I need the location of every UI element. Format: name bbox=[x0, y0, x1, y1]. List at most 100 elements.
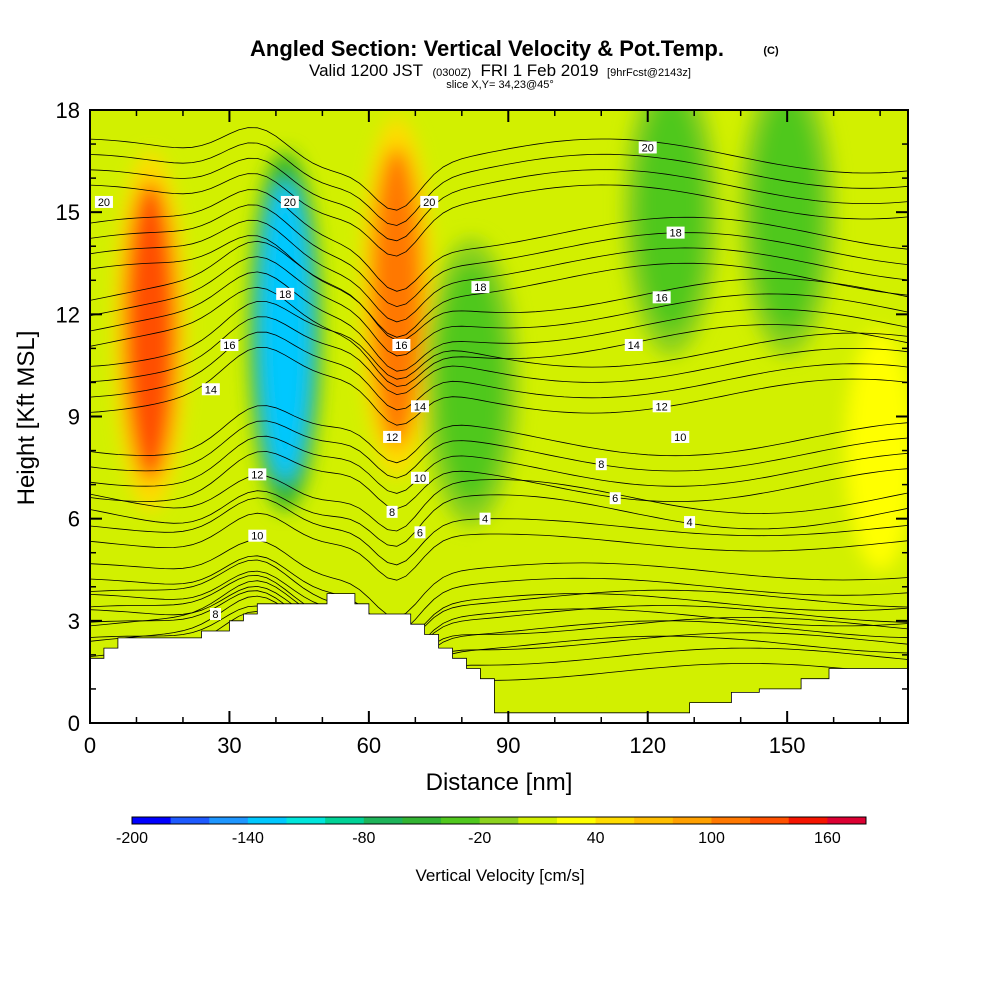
colorbar-tick-label-5: 100 bbox=[698, 830, 725, 847]
pot-temp-isoline-6-2 bbox=[90, 574, 908, 664]
contour-label-bg-22 bbox=[414, 526, 426, 539]
contour-label-bg-0 bbox=[94, 195, 113, 208]
contour-label-bg-9 bbox=[652, 291, 671, 304]
colorbar-tick-label-2: -80 bbox=[352, 830, 375, 847]
velocity-field-layer bbox=[90, 110, 908, 723]
colorbar-swatch-1 bbox=[170, 817, 210, 824]
colorbar-swatch-9 bbox=[479, 817, 519, 824]
contour-label-bg-4 bbox=[276, 287, 295, 300]
contour-label-bg-25 bbox=[684, 516, 696, 529]
contour-label-20: 8 bbox=[389, 507, 395, 519]
velocity-blob-5 bbox=[636, 110, 705, 333]
contour-label-3: 20 bbox=[642, 142, 654, 154]
contour-label-25: 4 bbox=[686, 517, 692, 529]
contour-label-5: 18 bbox=[474, 282, 486, 294]
velocity-blob-4 bbox=[497, 517, 566, 723]
colorbar-swatch-13 bbox=[634, 817, 674, 824]
contour-label-17: 10 bbox=[414, 473, 426, 485]
contour-label-9: 16 bbox=[656, 292, 668, 304]
axis-layer: 0 30 60 90 120 150 0 3 6 9 12 15 18 bbox=[56, 98, 908, 758]
y-tick-label-6: 6 bbox=[68, 507, 80, 532]
contour-label-bg-13 bbox=[248, 468, 267, 481]
contour-label-bg-18 bbox=[671, 430, 690, 443]
pot-temp-isoline-20-0 bbox=[90, 173, 908, 257]
pot-temp-isoline-20-1 bbox=[90, 157, 908, 242]
title-svg: Angled Section: Vertical Velocity & Pot.… bbox=[250, 36, 779, 91]
contour-label-layer: 20 20 20 20 18 18 18 16 16 16 14 14 14 12 12 12 10 10 10 8 8… bbox=[94, 141, 696, 621]
colorbar-label: Vertical Velocity [cm/s] bbox=[415, 866, 584, 885]
y-tick-label-0: 0 bbox=[68, 711, 80, 736]
valid-prefix: Valid 1200 JST bbox=[309, 61, 423, 80]
velocity-blob-0 bbox=[124, 181, 177, 482]
contour-label-bg-17 bbox=[410, 471, 429, 484]
pot-temp-isoline-6-1 bbox=[90, 590, 908, 680]
contour-label-bg-16 bbox=[248, 529, 267, 542]
pot-temp-isoline-18-0 bbox=[90, 235, 908, 338]
contour-label-6: 18 bbox=[669, 228, 681, 240]
pot-temp-isoline-14-3 bbox=[90, 300, 908, 380]
contour-label-13: 12 bbox=[251, 469, 263, 481]
colorbar-swatch-5 bbox=[325, 817, 365, 824]
contour-label-bg-6 bbox=[666, 226, 685, 239]
valid-line: Valid 1200 JST (0300Z) FRI 1 Feb 2019 [9… bbox=[309, 61, 691, 80]
contour-label-bg-5 bbox=[471, 281, 490, 294]
x-tick-label-90: 90 bbox=[496, 733, 520, 758]
contour-label-19: 8 bbox=[212, 609, 218, 621]
pot-temp-isoline-14-0 bbox=[90, 346, 908, 426]
contour-label-bg-10 bbox=[201, 383, 220, 396]
contour-label-15: 12 bbox=[656, 401, 668, 413]
y-tick-label-3: 3 bbox=[68, 609, 80, 634]
velocity-blob-7 bbox=[846, 330, 908, 571]
colorbar-tick-label-3: -20 bbox=[468, 830, 491, 847]
pot-temp-isoline-10-1 bbox=[90, 497, 908, 566]
x-tick-label-150: 150 bbox=[769, 733, 806, 758]
colorbar-swatch-18 bbox=[827, 817, 867, 824]
contour-label-bg-2 bbox=[420, 195, 439, 208]
valid-utc: (0300Z) bbox=[432, 67, 471, 79]
y-axis-label: Height [Kft MSL] bbox=[13, 331, 40, 506]
x-tick-label-0: 0 bbox=[84, 733, 96, 758]
pot-temp-isoline-12-3 bbox=[90, 405, 908, 464]
contour-label-8: 16 bbox=[395, 340, 407, 352]
forecast-note: [9hrFcst@2143z] bbox=[607, 67, 691, 79]
velocity-blob-2 bbox=[370, 147, 423, 448]
pot-temp-isoline-14-2 bbox=[90, 316, 908, 396]
pot-temp-isoline-6-3 bbox=[90, 559, 908, 649]
pot-temp-isoline-18-2 bbox=[90, 204, 908, 308]
contour-label-12: 14 bbox=[628, 340, 640, 352]
pot-temp-isoline-16-3 bbox=[90, 240, 908, 341]
contour-label-4: 18 bbox=[279, 289, 291, 301]
colorbar-swatch-14 bbox=[672, 817, 712, 824]
contour-label-21: 8 bbox=[598, 459, 604, 471]
contour-label-bg-12 bbox=[624, 338, 643, 351]
contour-label-bg-21 bbox=[595, 458, 607, 471]
pot-temp-isoline-10-0 bbox=[90, 512, 908, 581]
colorbar-swatch-15 bbox=[711, 817, 751, 824]
pot-temp-isoline-16-2 bbox=[90, 256, 908, 357]
pot-temp-isoline-8-0 bbox=[90, 585, 908, 664]
contour-label-11: 14 bbox=[414, 401, 426, 413]
pot-temp-isoline-6-0 bbox=[90, 605, 908, 695]
pot-temp-isoline-8-1 bbox=[90, 570, 908, 649]
contour-label-bg-7 bbox=[220, 338, 239, 351]
contour-label-10: 14 bbox=[205, 384, 217, 396]
pot-temp-isoline-10-2 bbox=[90, 490, 908, 547]
colorbar-swatch-7 bbox=[402, 817, 442, 824]
colorbar-swatch-10 bbox=[518, 817, 558, 824]
valid-date: FRI 1 Feb 2019 bbox=[480, 61, 598, 80]
colorbar-swatch-2 bbox=[209, 817, 249, 824]
pot-temp-contour-layer bbox=[90, 127, 908, 718]
contour-label-bg-1 bbox=[280, 195, 299, 208]
pot-temp-isoline-4-1 bbox=[90, 610, 908, 703]
pot-temp-isoline-20-3 bbox=[90, 127, 908, 211]
velocity-blob-1 bbox=[259, 181, 312, 482]
pot-temp-isoline-12-0 bbox=[90, 451, 908, 510]
colorbar-swatch-12 bbox=[595, 817, 635, 824]
contour-label-bg-19 bbox=[209, 608, 221, 621]
x-tick-label-60: 60 bbox=[357, 733, 381, 758]
pot-temp-isoline-18-3 bbox=[90, 189, 908, 292]
contour-label-bg-11 bbox=[410, 400, 429, 413]
contour-label-1: 20 bbox=[284, 197, 296, 209]
chart-title: Angled Section: Vertical Velocity & Pot.… bbox=[250, 36, 724, 61]
